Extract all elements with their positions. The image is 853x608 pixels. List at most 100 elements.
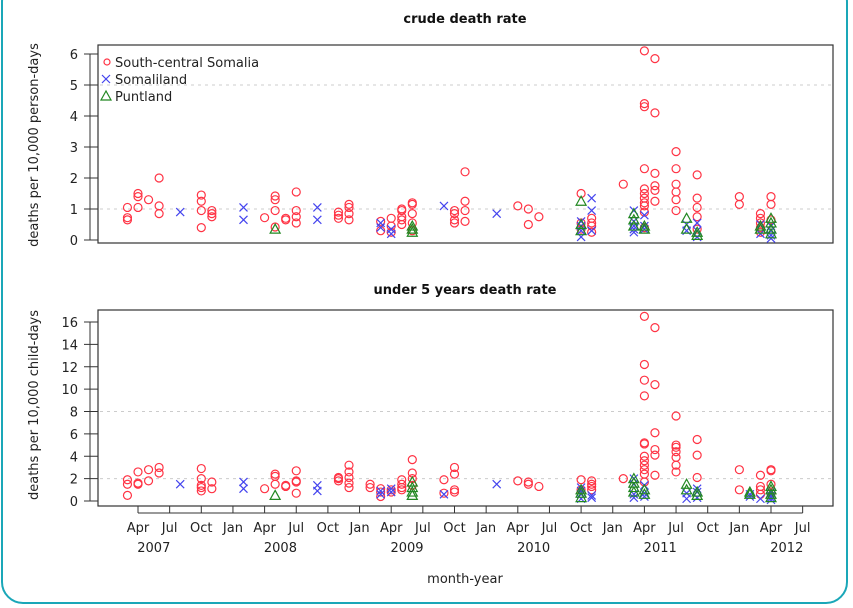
top-point-sc-somalia	[333, 210, 344, 220]
top-point-puntland	[627, 207, 640, 219]
top-point-sc-somalia	[376, 216, 386, 226]
bottom-grid	[100, 411, 831, 480]
top-point-sc-somalia	[344, 202, 354, 213]
bottom-point-somaliland	[756, 494, 765, 504]
x-year-label: 2008	[264, 541, 297, 556]
legend-circle-icon	[103, 58, 111, 66]
bottom-point-sc-somalia	[618, 474, 628, 484]
top-point-puntland	[269, 222, 282, 234]
bottom-point-sc-somalia	[513, 476, 523, 486]
x-tick-label: Apr	[507, 521, 530, 536]
x-tick-label: Apr	[760, 521, 783, 536]
top-point-sc-somalia	[650, 181, 660, 191]
top-point-sc-somalia	[291, 205, 301, 216]
bottom-point-sc-somalia	[365, 479, 375, 489]
bottom-y-axis: 0 2 4 6 8 10 12 14 16	[61, 316, 98, 510]
top-point-sc-somalia	[460, 205, 470, 216]
legend-label-somaliland: Somaliland	[115, 73, 187, 88]
top-point-sc-somalia	[639, 184, 650, 194]
top-point-puntland	[638, 222, 651, 234]
bottom-point-sc-somalia	[207, 484, 217, 494]
top-point-sc-somalia	[449, 205, 460, 216]
bottom-point-sc-somalia	[270, 469, 280, 479]
bottom-point-sc-somalia	[587, 485, 597, 495]
bottom-point-sc-somalia	[639, 469, 650, 479]
top-point-sc-somalia	[281, 213, 291, 223]
top-point-sc-somalia	[154, 173, 164, 183]
top-point-sc-somalia	[692, 202, 702, 213]
top-chart-title: crude death rate	[403, 12, 526, 27]
bottom-points	[122, 311, 778, 505]
top-point-sc-somalia	[291, 212, 301, 222]
top-point-sc-somalia	[650, 185, 660, 195]
top-point-sc-somalia	[734, 199, 744, 209]
x-tick-label: Jul	[287, 521, 304, 536]
bottom-point-sc-somalia	[755, 481, 766, 492]
x-tick-label: Jan	[728, 521, 749, 536]
x-tick-label: Jan	[602, 521, 623, 536]
top-point-puntland	[691, 229, 704, 240]
legend: South-central Somalia Somaliland Puntlan…	[99, 56, 259, 105]
bottom-point-sc-somalia	[207, 477, 217, 487]
bottom-point-puntland	[575, 483, 588, 495]
top-point-puntland	[754, 222, 767, 234]
bottom-point-sc-somalia	[576, 475, 586, 485]
top-point-sc-somalia	[154, 201, 164, 211]
top-point-puntland	[406, 226, 419, 237]
top-y-axis-label: deaths per 10,000 person-days	[27, 43, 42, 247]
bottom-point-sc-somalia	[333, 472, 344, 483]
bottom-point-sc-somalia	[133, 478, 143, 488]
top-points	[122, 46, 778, 243]
bottom-point-sc-somalia	[122, 479, 133, 489]
top-plot-box	[97, 44, 834, 244]
top-point-somaliland	[439, 201, 449, 211]
x-tick-label: Jan	[222, 521, 243, 536]
bottom-point-sc-somalia	[766, 465, 776, 475]
top-point-somaliland	[312, 203, 322, 212]
bottom-point-somaliland	[376, 486, 386, 496]
x-tick-label: Jan	[349, 521, 370, 536]
bottom-point-sc-somalia	[386, 485, 396, 495]
bottom-point-somaliland	[376, 489, 386, 499]
top-point-sc-somalia	[650, 54, 660, 64]
top-point-puntland	[691, 226, 704, 237]
top-point-somaliland	[639, 210, 649, 220]
top-point-sc-somalia	[270, 191, 280, 201]
x-axis: Apr Jul Oct Jan Apr Jul Oct Jan Apr Jul Oct Jan Apr J…	[127, 506, 811, 556]
top-point-sc-somalia	[650, 108, 660, 118]
top-point-sc-somalia	[639, 193, 650, 203]
x-tick-label: Jul	[794, 521, 811, 536]
top-point-sc-somalia	[639, 188, 650, 199]
bottom-point-sc-somalia	[344, 472, 354, 483]
top-point-puntland	[575, 218, 588, 230]
bottom-point-somaliland	[312, 480, 322, 490]
bottom-point-sc-somalia	[122, 475, 133, 485]
top-point-sc-somalia	[133, 202, 143, 213]
x-tick-label: Oct	[696, 521, 718, 536]
top-point-sc-somalia	[386, 227, 396, 237]
bottom-point-puntland	[764, 483, 778, 495]
bottom-point-sc-somalia	[692, 450, 702, 460]
bottom-point-sc-somalia	[376, 487, 386, 497]
top-point-sc-somalia	[397, 219, 407, 230]
x-tick-label: Apr	[633, 521, 656, 536]
top-point-sc-somalia	[587, 227, 597, 237]
top-point-sc-somalia	[755, 213, 766, 223]
bottom-point-sc-somalia	[650, 470, 660, 480]
top-point-sc-somalia	[154, 209, 164, 219]
top-point-sc-somalia	[207, 209, 217, 219]
bottom-point-sc-somalia	[397, 479, 407, 489]
top-point-sc-somalia	[650, 196, 660, 206]
top-point-somaliland	[175, 207, 185, 217]
top-point-sc-somalia	[692, 224, 702, 234]
bottom-point-sc-somalia	[639, 375, 650, 385]
top-point-puntland	[638, 219, 651, 231]
bottom-point-sc-somalia	[154, 468, 164, 478]
top-point-sc-somalia	[671, 187, 681, 197]
bottom-point-sc-somalia	[281, 480, 291, 490]
bottom-y-tick-label: 6	[70, 428, 78, 443]
bottom-point-sc-somalia	[639, 311, 650, 322]
top-point-puntland	[680, 212, 693, 223]
top-point-sc-somalia	[650, 168, 660, 178]
top-point-sc-somalia	[207, 205, 217, 216]
